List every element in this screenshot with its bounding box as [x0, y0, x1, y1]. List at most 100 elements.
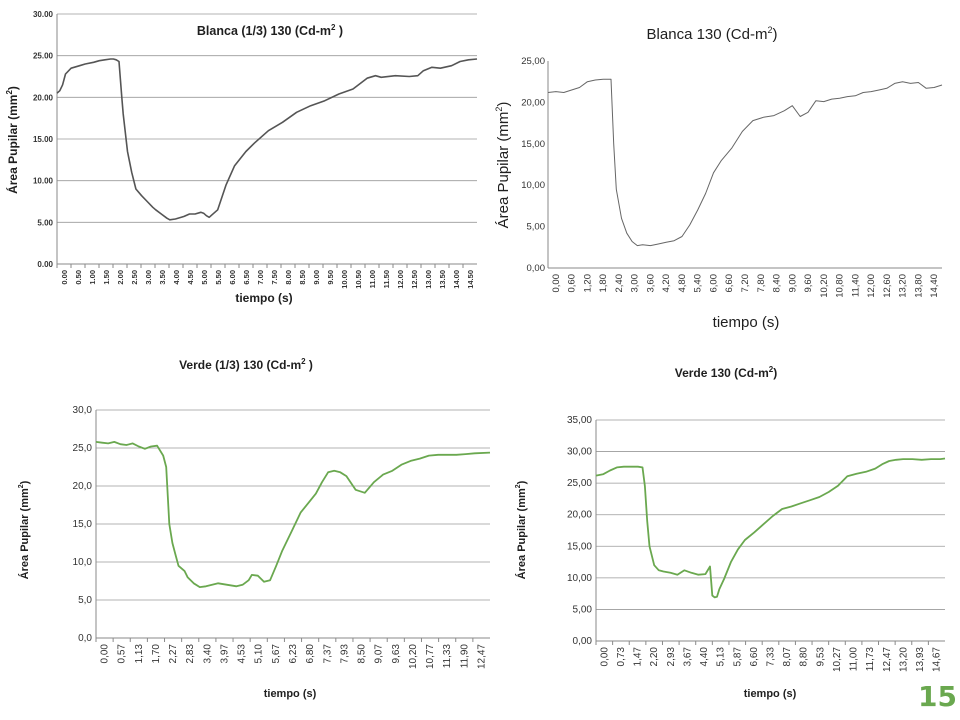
- x-tick-label: 3,67: [682, 647, 693, 667]
- x-tick-label: 12,60: [882, 274, 893, 298]
- x-tick-label: 4,80: [677, 274, 688, 293]
- y-tick-label: 15,00: [521, 139, 545, 150]
- x-tick-label: 13,80: [913, 274, 924, 298]
- y-tick-label: 10,00: [521, 180, 545, 191]
- x-tick-label: 0,00: [551, 274, 562, 293]
- x-tick-label: 12.00: [396, 270, 405, 289]
- x-tick-label: 1,70: [151, 644, 162, 664]
- x-tick-label: 1,80: [598, 274, 609, 293]
- y-tick-label: 35,00: [567, 415, 592, 426]
- x-tick-label: 13,93: [915, 647, 926, 672]
- chart-title: Blanca 130 (Cd-m2): [647, 25, 778, 43]
- x-tick-label: 8.00: [284, 270, 293, 285]
- x-tick-label: 14,67: [932, 647, 943, 672]
- x-tick-label: 5,87: [732, 647, 743, 667]
- chart-title: Verde (1/3) 130 (Cd-m2 ): [179, 357, 313, 372]
- x-tick-label: 0.50: [74, 270, 83, 285]
- x-tick-label: 3,40: [202, 644, 213, 664]
- x-tick-label: 4.50: [186, 270, 195, 285]
- x-tick-label: 2,93: [666, 647, 677, 667]
- series-line: [95, 441, 491, 588]
- y-tick-label: 15,00: [567, 541, 592, 552]
- x-tick-label: 0,60: [567, 274, 578, 293]
- x-tick-label: 10,20: [408, 644, 419, 669]
- x-tick-label: 4,40: [699, 647, 710, 667]
- x-tick-label: 2.50: [130, 270, 139, 285]
- x-tick-label: 2,20: [649, 647, 660, 667]
- y-tick-label: 5,0: [78, 595, 92, 606]
- x-tick-label: 5,40: [693, 274, 704, 293]
- x-tick-label: 6,60: [749, 647, 760, 667]
- x-tick-label: 0,00: [100, 644, 111, 664]
- y-tick-label: 15.00: [33, 135, 54, 144]
- y-tick-label: 5,00: [527, 222, 546, 233]
- x-tick-label: 3.50: [158, 270, 167, 285]
- x-tick-label: 7.00: [256, 270, 265, 285]
- x-tick-label: 3,97: [219, 644, 230, 664]
- x-tick-label: 10,20: [819, 274, 830, 298]
- y-tick-label: 30,0: [73, 405, 93, 416]
- x-tick-label: 8.50: [298, 270, 307, 285]
- x-tick-label: 5,67: [271, 644, 282, 664]
- series-line: [547, 78, 943, 247]
- x-tick-label: 11,40: [850, 274, 861, 297]
- x-tick-label: 10.50: [354, 270, 363, 289]
- x-axis-label: tiempo (s): [713, 314, 780, 331]
- y-tick-label: 20,0: [73, 481, 93, 492]
- x-axis-label: tiempo (s): [264, 688, 317, 700]
- x-axis-label: tiempo (s): [744, 688, 797, 700]
- x-tick-label: 0,00: [599, 647, 610, 667]
- x-tick-label: 13,20: [898, 647, 909, 672]
- x-tick-label: 9.50: [326, 270, 335, 285]
- y-tick-label: 10,0: [73, 557, 93, 568]
- x-tick-label: 6,23: [288, 644, 299, 664]
- chart-blanca-1-3: Blanca (1/3) 130 (Cd-m2 ) Área Pupilar (…: [5, 10, 478, 305]
- y-tick-label: 30,00: [567, 447, 592, 458]
- y-tick-label: 0.00: [37, 260, 53, 269]
- x-tick-label: 10.00: [340, 270, 349, 289]
- x-tick-label: 9.00: [312, 270, 321, 285]
- chart-title: Verde 130 (Cd-m2): [675, 365, 778, 380]
- x-tick-label: 12.50: [410, 270, 419, 289]
- y-tick-label: 10.00: [33, 177, 54, 186]
- x-tick-label: 2,40: [614, 274, 625, 293]
- x-tick-label: 4,53: [237, 644, 248, 664]
- x-tick-label: 14.50: [466, 270, 475, 289]
- y-tick-label: 10,00: [567, 573, 592, 584]
- chart-title: Blanca (1/3) 130 (Cd-m2 ): [197, 23, 343, 38]
- y-tick-label: 20,00: [521, 97, 545, 108]
- x-tick-label: 1.00: [88, 270, 97, 285]
- x-tick-label: 5,10: [254, 644, 265, 664]
- x-tick-label: 12,00: [866, 274, 877, 298]
- y-tick-label: 25,0: [73, 443, 93, 454]
- y-tick-label: 25,00: [567, 478, 592, 489]
- x-tick-label: 11,73: [865, 647, 876, 672]
- y-tick-label: 30.00: [33, 10, 54, 19]
- x-tick-label: 10,80: [835, 274, 846, 298]
- x-tick-label: 5.00: [200, 270, 209, 285]
- x-tick-label: 8,80: [799, 647, 810, 667]
- y-tick-label: 0,0: [78, 633, 92, 644]
- x-tick-label: 7.50: [270, 270, 279, 285]
- x-axis-label: tiempo (s): [235, 291, 292, 305]
- x-tick-label: 8,50: [357, 644, 368, 664]
- x-tick-label: 8,40: [772, 274, 783, 293]
- x-tick-label: 2.00: [116, 270, 125, 285]
- y-tick-label: 15,0: [73, 519, 93, 530]
- x-tick-label: 0.00: [60, 270, 69, 285]
- x-tick-label: 11,90: [459, 644, 470, 669]
- x-tick-label: 7,37: [322, 644, 333, 664]
- x-tick-label: 1,47: [633, 647, 644, 667]
- y-tick-label: 0,00: [527, 263, 546, 274]
- y-tick-label: 20,00: [567, 510, 592, 521]
- x-tick-label: 13.50: [438, 270, 447, 289]
- x-tick-label: 14,40: [929, 274, 940, 298]
- series-line: [56, 58, 478, 221]
- y-axis-label: Área Pupilar (mm2): [494, 102, 512, 229]
- y-axis-label: Área Pupilar (mm2): [18, 480, 31, 579]
- y-tick-label: 0,00: [573, 636, 593, 647]
- x-tick-label: 1.50: [102, 270, 111, 285]
- series-line: [595, 457, 946, 599]
- x-tick-label: 6,80: [305, 644, 316, 664]
- x-tick-label: 13,20: [898, 274, 909, 298]
